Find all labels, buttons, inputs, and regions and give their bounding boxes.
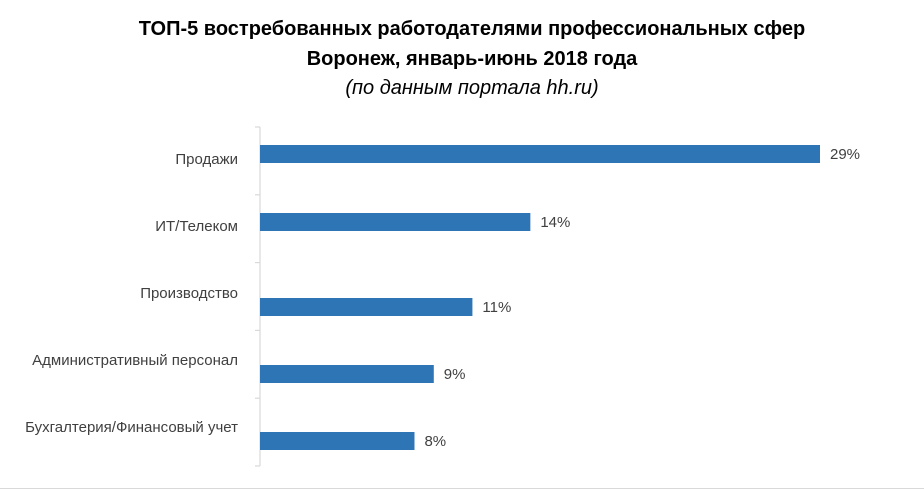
category-label: Продажи	[175, 151, 238, 168]
chart-title-line-1: ТОП-5 востребованных работодателями проф…	[138, 18, 806, 40]
data-label: 11%	[482, 299, 511, 316]
bar	[260, 432, 415, 450]
data-label: 8%	[424, 433, 446, 450]
bar	[260, 213, 531, 231]
bars-group	[260, 145, 820, 450]
data-label: 14%	[540, 214, 570, 231]
category-label: Производство	[140, 285, 238, 302]
data-label: 29%	[830, 146, 860, 163]
category-label: Административный персонал	[32, 352, 238, 369]
labels-group: 29% Продажи 14% ИТ/Телеком 11% Производство 9%…	[25, 146, 860, 450]
y-axis	[255, 126, 261, 467]
chart-subtitle: (по данным портала hh.ru)	[345, 77, 599, 99]
category-label: Бухгалтерия/Финансовый учет	[25, 419, 238, 436]
bar	[260, 365, 434, 383]
chart-title-block: ТОП-5 востребованных работодателями проф…	[0, 14, 924, 102]
bar	[260, 145, 820, 163]
bar	[260, 298, 473, 316]
data-label: 9%	[444, 366, 466, 383]
category-label: ИТ/Телеком	[155, 218, 238, 235]
bottom-divider	[0, 488, 924, 489]
chart-title-line-2: Воронеж, январь-июнь 2018 года	[306, 48, 638, 70]
